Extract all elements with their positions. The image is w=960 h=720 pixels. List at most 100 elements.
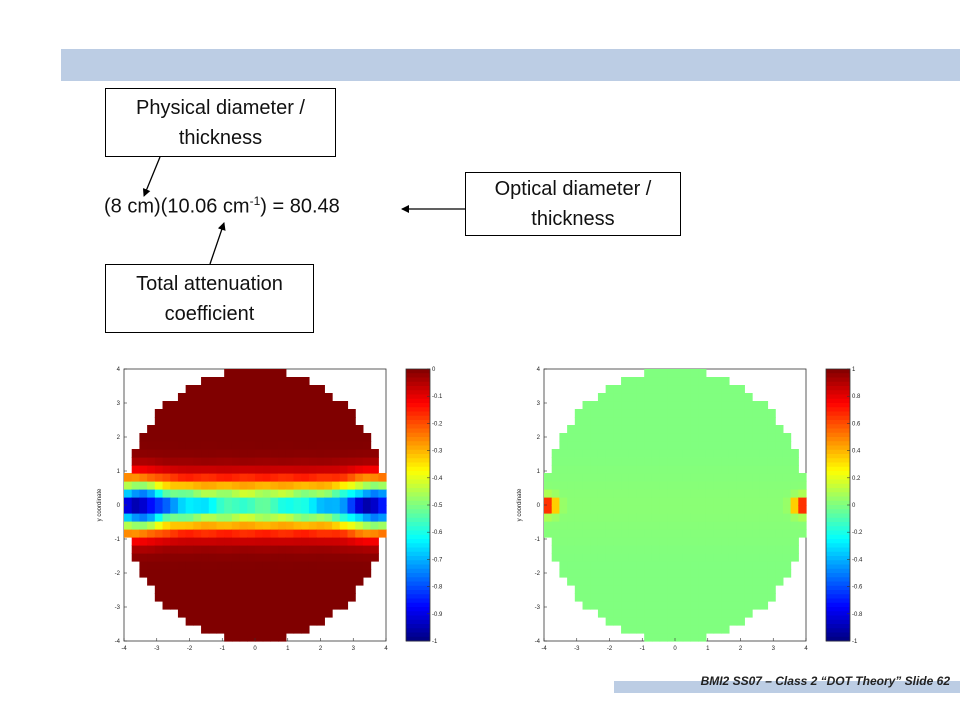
heatmap-cell xyxy=(713,553,722,562)
heatmap-cell xyxy=(124,513,133,522)
heatmap-cell xyxy=(355,537,364,546)
heatmap-cell xyxy=(139,513,148,522)
heatmap-cell xyxy=(370,505,379,514)
heatmap-cell xyxy=(208,585,218,594)
heatmap-cell xyxy=(139,441,148,450)
heatmap-cell xyxy=(278,449,287,458)
heatmap-cell xyxy=(675,561,684,570)
heatmap-cell xyxy=(675,553,684,562)
heatmap-cell xyxy=(644,481,653,490)
arrow-total xyxy=(209,222,226,265)
heatmap-cell xyxy=(262,609,272,618)
heatmap-cell xyxy=(636,409,645,418)
heatmap-cell xyxy=(262,585,272,594)
heatmap-cell xyxy=(698,593,707,602)
heatmap-cell xyxy=(744,585,753,594)
heatmap-cell xyxy=(201,377,210,386)
heatmap-cell xyxy=(682,441,692,450)
heatmap-cell xyxy=(651,385,661,394)
heatmap-cell xyxy=(675,577,684,586)
heatmap-cell xyxy=(628,505,638,514)
heatmap-cell xyxy=(285,385,295,394)
heatmap-cell xyxy=(255,417,264,426)
heatmap-cell xyxy=(193,465,202,474)
heatmap-cell xyxy=(613,505,622,514)
heatmap-cell xyxy=(255,601,264,610)
heatmap-cell xyxy=(308,545,318,554)
heatmap-cell xyxy=(597,577,607,586)
heatmap-cell xyxy=(177,609,187,618)
heatmap-cell xyxy=(208,553,218,562)
heatmap-cell xyxy=(621,545,630,554)
heatmap-cell xyxy=(651,481,661,490)
heatmap-cell xyxy=(201,545,210,554)
heatmap-cell xyxy=(636,497,645,506)
heatmap-cell xyxy=(177,561,187,570)
heatmap-cell xyxy=(185,433,194,442)
heatmap-cell xyxy=(339,569,349,578)
heatmap-cell xyxy=(775,473,784,482)
heatmap-cell xyxy=(759,561,769,570)
heatmap-cell xyxy=(139,457,148,466)
heatmap-cell xyxy=(193,433,202,442)
heatmap-cell xyxy=(270,385,279,394)
heatmap-cell xyxy=(185,521,194,530)
heatmap-cell xyxy=(659,593,668,602)
heatmap-cell xyxy=(597,393,607,402)
heatmap-cell xyxy=(744,545,753,554)
heatmap-cell xyxy=(767,505,776,514)
heatmap-cell xyxy=(316,481,325,490)
heatmap-cell xyxy=(339,449,349,458)
heatmap-cell xyxy=(736,489,745,498)
heatmap-cell xyxy=(628,617,638,626)
heatmap-cell xyxy=(651,585,661,594)
heatmap-cell xyxy=(154,481,164,490)
heatmap-cell xyxy=(285,465,295,474)
heatmap-cell xyxy=(705,569,715,578)
heatmap-cell xyxy=(308,537,318,546)
callout-total-attenuation: Total attenuation coefficient xyxy=(105,264,314,333)
heatmap-cell xyxy=(255,449,264,458)
heatmap-cell xyxy=(185,473,194,482)
heatmap-cell xyxy=(131,529,141,538)
heatmap-cell xyxy=(582,529,591,538)
heatmap-cell xyxy=(790,497,799,506)
heatmap-cell xyxy=(208,441,218,450)
heatmap-cell xyxy=(332,497,341,506)
heatmap-cell xyxy=(301,425,310,434)
heatmap-cell xyxy=(208,497,218,506)
colorbar-segment xyxy=(826,581,850,587)
heatmap-cell xyxy=(255,577,264,586)
heatmap-cell xyxy=(675,433,684,442)
heatmap-cell xyxy=(262,545,272,554)
heatmap-cell xyxy=(551,489,561,498)
heatmap-cell xyxy=(170,545,179,554)
heatmap-cell xyxy=(262,505,272,514)
heatmap-cell xyxy=(362,465,372,474)
heatmap-cell xyxy=(301,377,310,386)
colorbar: 10.80.60.40.20-0.2-0.4-0.6-0.8-1 xyxy=(825,367,863,645)
heatmap-cell xyxy=(293,377,302,386)
heatmap-cell xyxy=(170,489,179,498)
heatmap-cell xyxy=(690,433,699,442)
heatmap-cell xyxy=(170,465,179,474)
heatmap-cell xyxy=(239,513,248,522)
heatmap-cell xyxy=(216,553,225,562)
heatmap-cell xyxy=(790,489,799,498)
heatmap-cell xyxy=(736,433,745,442)
heatmap-cell xyxy=(752,417,761,426)
heatmap-cell xyxy=(636,449,645,458)
heatmap-cell xyxy=(605,529,614,538)
colorbar-segment xyxy=(406,500,430,506)
heatmap-cell xyxy=(339,473,349,482)
heatmap-cell xyxy=(139,481,148,490)
heatmap-cell xyxy=(644,417,653,426)
heatmap-cell xyxy=(355,433,364,442)
heatmap-cell xyxy=(698,409,707,418)
heatmap-cell xyxy=(239,457,248,466)
heatmap-cell xyxy=(162,465,171,474)
heatmap-cell xyxy=(216,489,225,498)
colorbar-segment xyxy=(826,449,850,455)
heatmap-cell xyxy=(355,449,364,458)
heatmap-cell xyxy=(752,489,761,498)
